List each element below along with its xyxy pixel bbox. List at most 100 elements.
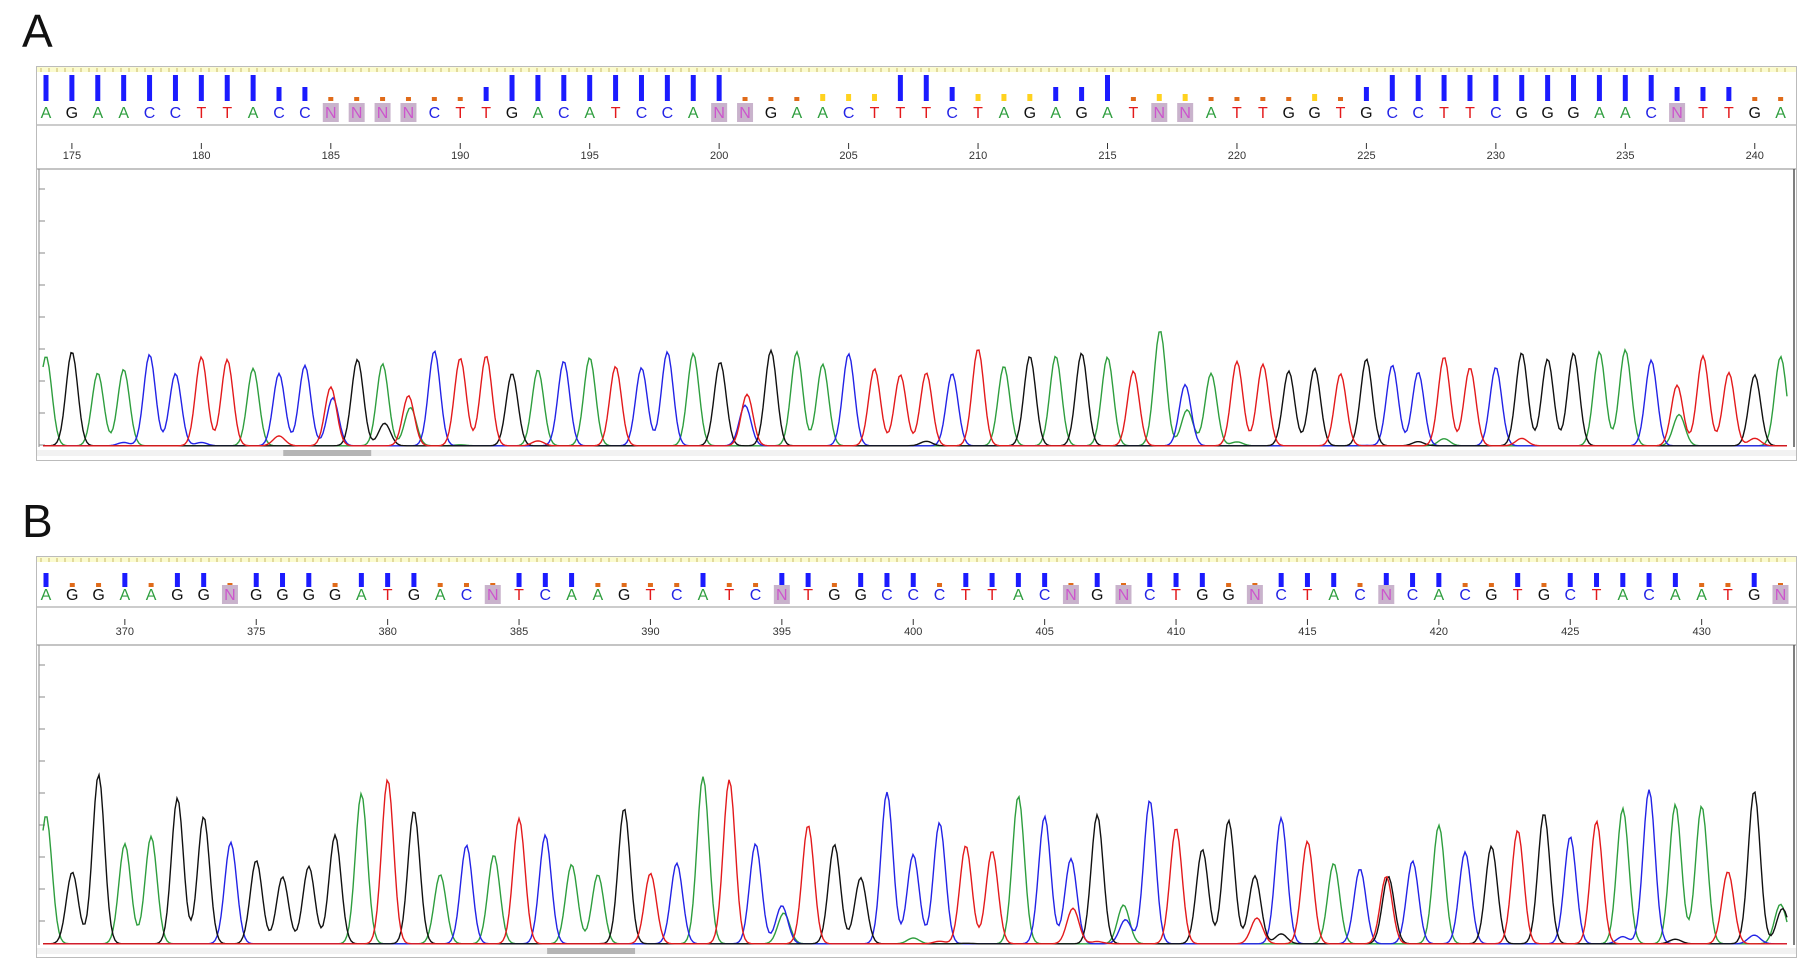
quality-bar [1156, 94, 1162, 101]
ambiguous-base-highlight [400, 103, 417, 122]
base-call: C [540, 587, 552, 604]
position-label: 410 [1167, 626, 1185, 638]
base-call: C [1275, 587, 1287, 604]
base-call: T [803, 587, 813, 604]
base-call: A [1594, 105, 1605, 122]
quality-bar [1053, 87, 1059, 101]
quality-bar [1646, 573, 1652, 587]
quality-bar [1312, 94, 1318, 101]
base-call: T [646, 587, 656, 604]
ambiguous-base-highlight [374, 103, 391, 122]
base-call: A [566, 587, 577, 604]
base-call: T [961, 587, 971, 604]
base-call: C [273, 105, 285, 122]
position-label: 425 [1561, 626, 1579, 638]
quality-bar [716, 75, 722, 101]
base-call: N [1381, 587, 1393, 604]
quality-bar [831, 583, 837, 587]
base-call: T [724, 587, 734, 604]
base-call: A [1328, 587, 1339, 604]
top-ruler [40, 68, 1786, 72]
quality-bar [121, 75, 127, 101]
quality-bar [1173, 573, 1179, 587]
ambiguous-base-highlight [737, 103, 754, 122]
position-label: 240 [1746, 150, 1764, 162]
quality-bar [431, 97, 437, 101]
base-call: T [514, 587, 524, 604]
quality-bar [569, 573, 575, 587]
quality-bar [1778, 97, 1784, 101]
quality-bar [1441, 75, 1447, 101]
quality-bar [1415, 75, 1421, 101]
base-call: C [461, 587, 473, 604]
quality-bar [1541, 583, 1547, 587]
quality-bar [1726, 87, 1732, 101]
base-call: N [377, 105, 389, 122]
ambiguous-base-highlight [1378, 585, 1395, 604]
quality-bar [198, 75, 204, 101]
quality-bar [690, 75, 696, 101]
quality-bar [1699, 583, 1705, 587]
base-call: C [1144, 587, 1156, 604]
base-call: C [1564, 587, 1576, 604]
quality-bar [483, 87, 489, 101]
base-call: G [66, 105, 78, 122]
base-call: A [248, 105, 259, 122]
position-label: 405 [1035, 626, 1053, 638]
base-call: N [1065, 587, 1077, 604]
quality-bar [674, 583, 680, 587]
quality-bar [1331, 573, 1337, 587]
base-call: N [403, 105, 415, 122]
base-call: T [222, 105, 232, 122]
base-call: C [934, 587, 946, 604]
base-call: G [828, 587, 840, 604]
position-label: 175 [63, 150, 81, 162]
horizontal-scrollbar[interactable] [37, 948, 1796, 954]
base-call: G [92, 587, 104, 604]
quality-bar [1338, 97, 1344, 101]
ambiguous-base-highlight [1115, 585, 1132, 604]
base-call: G [171, 587, 183, 604]
quality-bar [224, 75, 230, 101]
position-label: 370 [116, 626, 134, 638]
base-call: G [618, 587, 630, 604]
horizontal-scrollbar[interactable] [37, 450, 1796, 456]
quality-bar [1545, 75, 1551, 101]
base-call: T [1303, 587, 1313, 604]
base-call: A [1050, 105, 1061, 122]
quality-bar [779, 573, 785, 587]
base-call: T [1513, 587, 1523, 604]
ambiguous-base-highlight [221, 585, 238, 604]
quality-bar [509, 75, 515, 101]
quality-bar [794, 97, 800, 101]
quality-bar [989, 573, 995, 587]
position-label: 195 [581, 150, 599, 162]
quality-bar [726, 583, 732, 587]
base-call: C [1645, 105, 1657, 122]
base-call: A [1206, 105, 1217, 122]
base-call: N [739, 105, 751, 122]
quality-bar [1357, 583, 1363, 587]
position-label: 395 [773, 626, 791, 638]
quality-bar [1571, 75, 1577, 101]
position-label: 380 [378, 626, 396, 638]
base-call: C [1459, 587, 1471, 604]
quality-bar [595, 583, 601, 587]
base-call: T [1171, 587, 1181, 604]
base-call: C [558, 105, 570, 122]
base-call: T [895, 105, 905, 122]
base-call: C [946, 105, 958, 122]
base-call: A [1434, 587, 1445, 604]
quality-bar [122, 573, 128, 587]
base-call: A [817, 105, 828, 122]
ambiguous-base-highlight [773, 585, 790, 604]
panel-label: B [22, 495, 53, 547]
quality-bar [69, 75, 75, 101]
quality-bar [411, 573, 417, 587]
ambiguous-base-highlight [348, 103, 365, 122]
base-call: G [1091, 587, 1103, 604]
quality-bar [1278, 573, 1284, 587]
quality-bar [96, 583, 102, 587]
